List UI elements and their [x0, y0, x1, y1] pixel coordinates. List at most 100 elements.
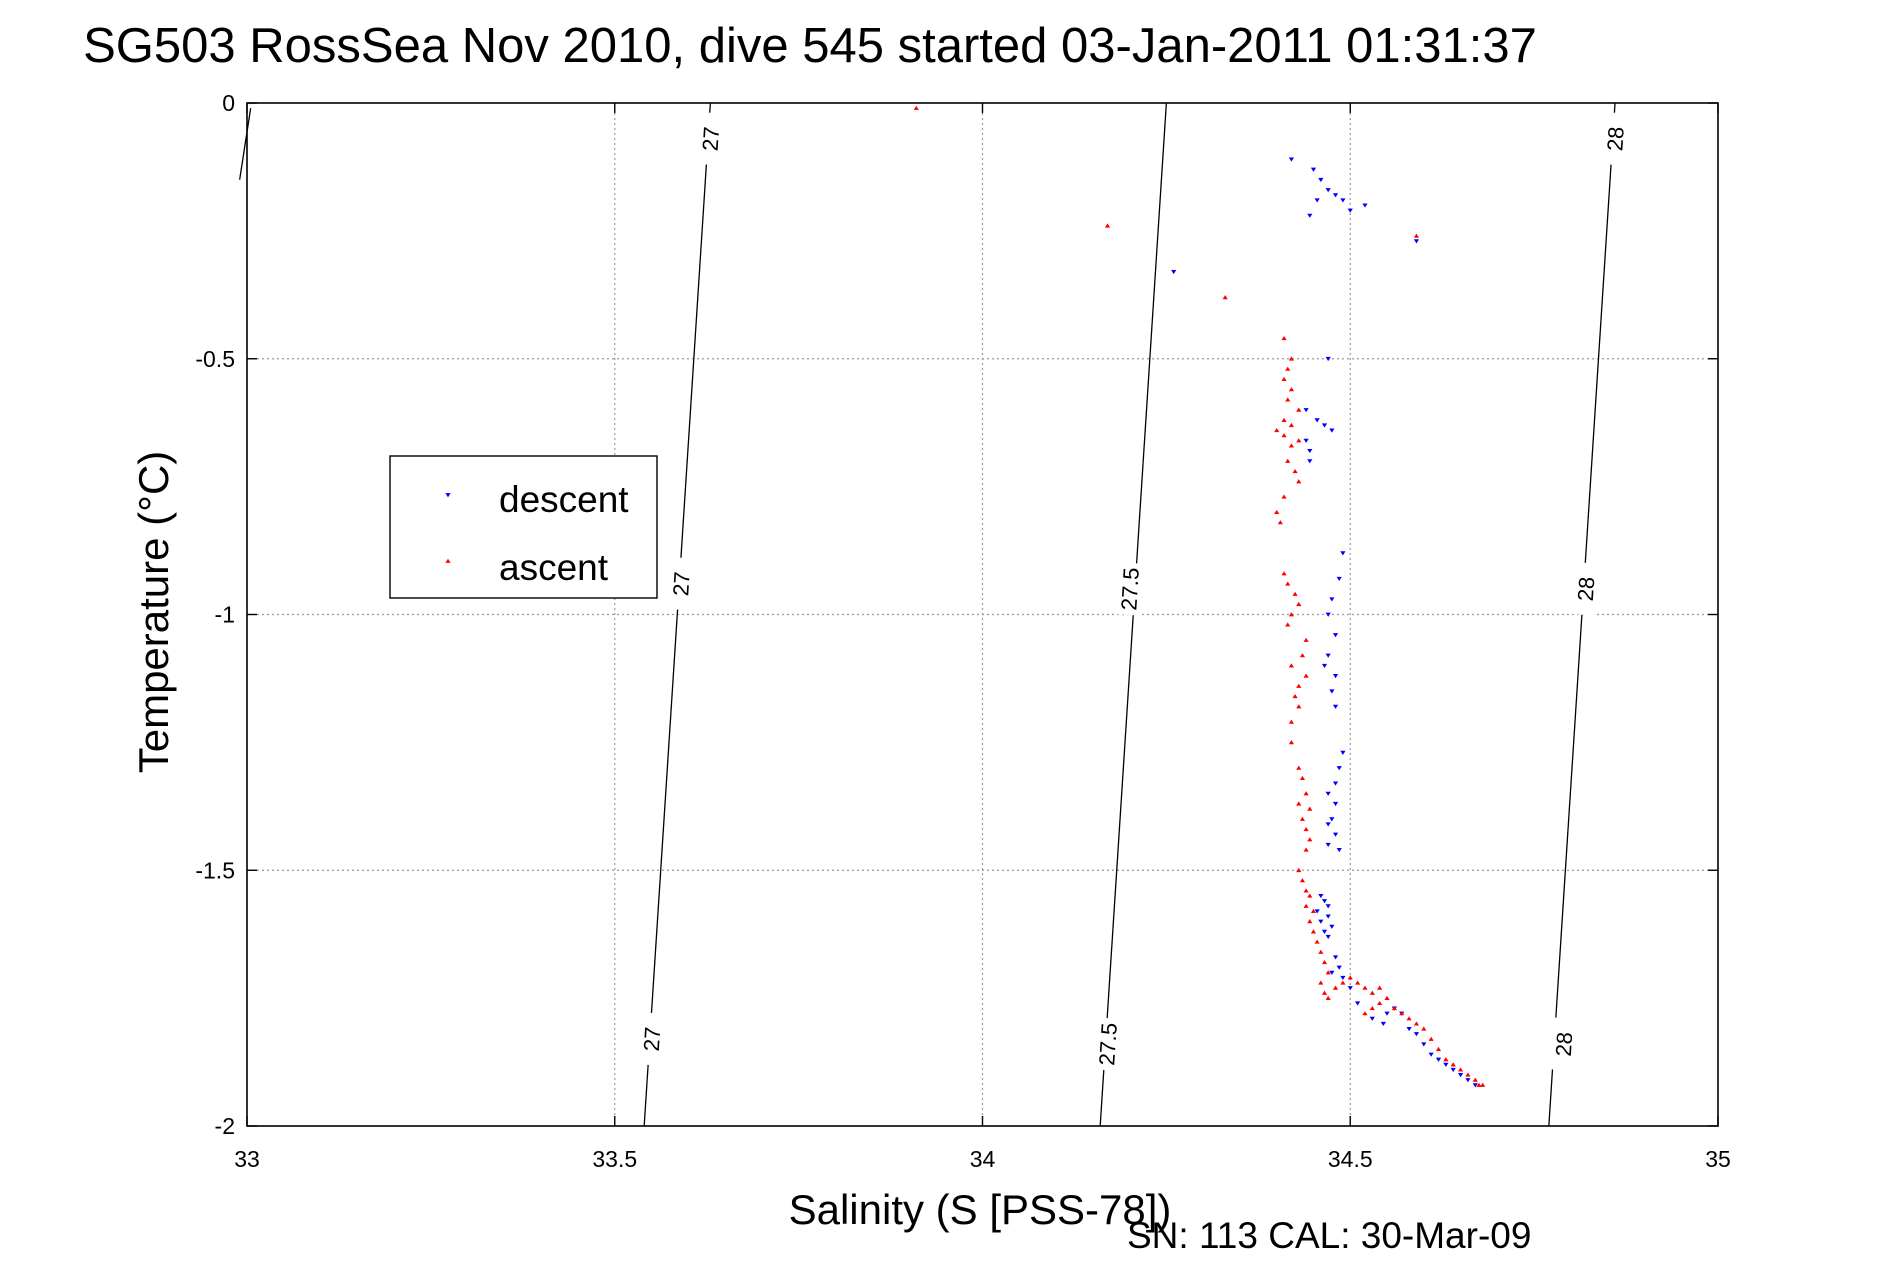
contour-label-gap	[1602, 112, 1628, 166]
ascent-point	[1362, 1011, 1368, 1016]
ascent-point	[1332, 985, 1339, 990]
descent-point	[1406, 1026, 1412, 1032]
descent-point	[1303, 438, 1309, 443]
descent-point	[1443, 1062, 1449, 1067]
density-contour-layer: 27 27 27 27.5 27.5 28 28 28	[239, 102, 1629, 1127]
ascent-point	[1303, 673, 1309, 678]
descent-point	[1340, 750, 1346, 755]
descent-point	[1413, 1032, 1420, 1037]
ascent-point	[1465, 1072, 1471, 1077]
ascent-point	[1480, 1082, 1486, 1087]
legend: descent ascent	[389, 455, 658, 599]
ascent-point	[1369, 1006, 1375, 1011]
ascent-point	[1299, 653, 1306, 658]
descent-point	[1325, 612, 1331, 617]
ascent-point	[1318, 949, 1324, 954]
descent-point	[1355, 1001, 1361, 1006]
chart-title: SG503 RossSea Nov 2010, dive 545 started…	[83, 19, 1537, 73]
descent-point	[1329, 817, 1335, 822]
descent-point	[1336, 576, 1342, 582]
descent-point	[1325, 653, 1331, 658]
ascent-point	[1281, 494, 1287, 499]
ascent-point	[1307, 893, 1313, 898]
ascent-point	[1222, 295, 1228, 300]
ascent-point	[1296, 479, 1302, 484]
contour-label-gap	[1094, 1017, 1121, 1071]
ascent-point	[1450, 1062, 1456, 1067]
descent-point	[1329, 689, 1335, 694]
descent-point	[1332, 193, 1339, 198]
ascent-point	[1321, 990, 1328, 995]
ascent-point	[1292, 694, 1298, 699]
ascent-point	[1288, 356, 1295, 361]
descent-point	[1325, 188, 1331, 193]
ascent-point	[1307, 837, 1313, 842]
descent-point	[1325, 914, 1331, 919]
contour-label-gap	[1550, 1017, 1577, 1071]
descent-point	[1384, 1011, 1390, 1016]
descent-point	[1340, 198, 1346, 203]
descent-point	[1325, 822, 1331, 827]
descent-point	[1329, 597, 1335, 602]
ascent-point	[1435, 1046, 1442, 1052]
ascent-point	[1318, 980, 1324, 985]
ascent-point	[1281, 376, 1287, 382]
ascent-point	[1285, 458, 1291, 463]
ascent-point	[1391, 1006, 1397, 1011]
descent-point	[1321, 423, 1328, 428]
descent-point	[1340, 975, 1346, 981]
descent-point	[1380, 1021, 1386, 1027]
ascent-point	[1288, 740, 1295, 745]
calibration-footer: SN: 113 CAL: 30-Mar-09	[1127, 1215, 1531, 1256]
grid-layer	[247, 103, 1718, 1126]
contour-label-gap	[668, 557, 694, 611]
descent-point	[1428, 1052, 1434, 1057]
descent-point	[1450, 1067, 1456, 1073]
descent-point	[1307, 449, 1313, 454]
contour-label: 28	[1573, 576, 1600, 602]
y-tick-label: -2	[215, 1113, 235, 1139]
x-tick-label: 33.5	[592, 1146, 637, 1172]
ascent-point	[1399, 1011, 1405, 1016]
ascent-point	[1310, 929, 1317, 934]
ascent-point	[1307, 919, 1313, 924]
descent-point	[1288, 157, 1295, 162]
ascent-point	[1296, 867, 1302, 873]
ascent-point	[1476, 1082, 1482, 1087]
descent-point	[1325, 934, 1331, 940]
ascent-point	[1325, 970, 1331, 975]
ascent-point	[1296, 438, 1302, 443]
contour-label: 27	[639, 1026, 666, 1052]
descent-point	[1347, 208, 1353, 213]
contour-label-gap	[1116, 562, 1143, 616]
contour-label: 27.5	[1116, 567, 1144, 611]
ascent-point	[1299, 878, 1306, 883]
descent-point	[1336, 965, 1342, 970]
density-contour-line	[239, 108, 252, 180]
descent-point	[1332, 955, 1339, 960]
x-tick-label: 33	[234, 1146, 260, 1172]
descent-point	[1332, 832, 1339, 837]
ascent-point	[1325, 995, 1331, 1000]
descent-point	[1318, 919, 1324, 924]
descent-point	[1413, 239, 1420, 244]
ascent-point	[1321, 959, 1328, 965]
ascent-point	[1457, 1067, 1464, 1072]
descent-point	[1307, 213, 1313, 218]
ascent-point	[1377, 1000, 1383, 1006]
ascent-point	[1274, 509, 1280, 515]
descent-point	[1362, 203, 1368, 208]
ascent-point	[1314, 939, 1320, 944]
ascent-point	[1296, 765, 1302, 770]
ascent-point	[1413, 233, 1420, 238]
ascent-point	[1303, 903, 1309, 908]
descent-point	[1314, 418, 1320, 423]
ascent-point	[1288, 443, 1295, 448]
ascent-point	[1340, 980, 1346, 985]
descent-point	[1332, 633, 1339, 638]
ascent-point	[1292, 468, 1298, 474]
ascent-point	[1347, 975, 1353, 980]
descent-point	[1329, 970, 1335, 975]
ascent-point	[1296, 704, 1302, 709]
